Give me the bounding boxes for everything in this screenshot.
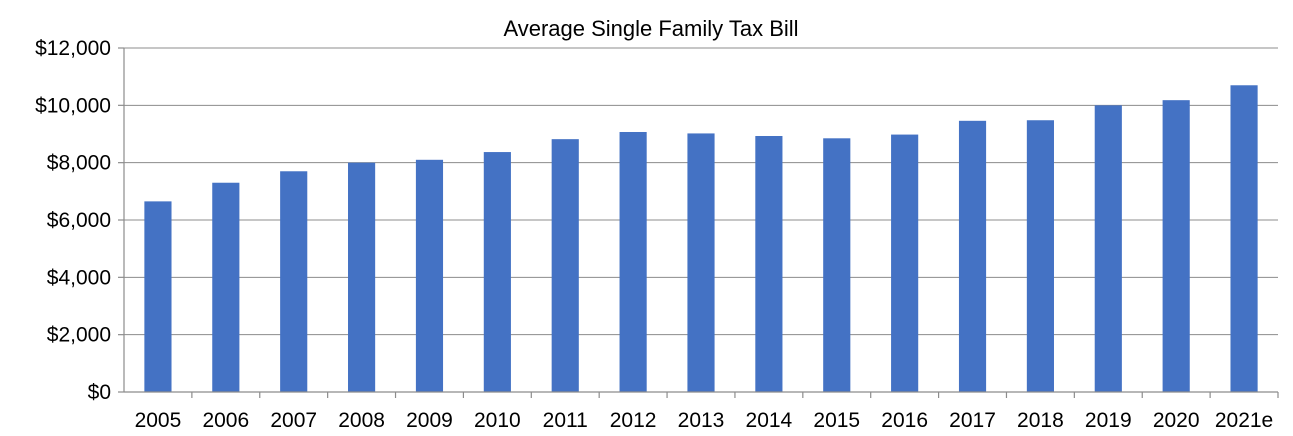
bars xyxy=(144,85,1258,393)
x-tick-label: 2018 xyxy=(1017,409,1064,432)
bar-2009 xyxy=(415,159,444,392)
x-tick-label: 2016 xyxy=(881,409,928,432)
x-tick-label: 2017 xyxy=(949,409,996,432)
x-tick-label: 2010 xyxy=(474,409,521,432)
bar-2008 xyxy=(348,162,376,392)
x-tick-label: 2007 xyxy=(270,409,317,432)
chart-title: Average Single Family Tax Bill xyxy=(503,16,798,41)
bar-2017 xyxy=(958,120,987,393)
x-tick-label: 2008 xyxy=(338,409,385,432)
bar-2011 xyxy=(551,139,579,392)
y-tick-label: $2,000 xyxy=(47,324,111,347)
bar-2005 xyxy=(144,201,172,392)
y-tick-label: $6,000 xyxy=(47,209,111,232)
bar-2010 xyxy=(483,152,511,392)
x-tick-label: 2015 xyxy=(813,409,860,432)
x-tick-label: 2005 xyxy=(135,409,182,432)
x-tick-label: 2012 xyxy=(610,409,657,432)
bar-2013 xyxy=(687,133,715,392)
bar-2006 xyxy=(212,182,240,392)
bar-2014 xyxy=(755,136,783,392)
bar-2019 xyxy=(1094,105,1122,392)
x-tick-label: 2006 xyxy=(202,409,249,432)
bar-2020 xyxy=(1162,100,1190,392)
x-tick-label: 2020 xyxy=(1153,409,1200,432)
bar-2016 xyxy=(891,134,919,392)
bar-2021e xyxy=(1230,85,1258,393)
axes xyxy=(118,47,1279,398)
bar-2018 xyxy=(1026,120,1054,393)
x-tick-label: 2021e xyxy=(1215,409,1273,432)
y-tick-label: $8,000 xyxy=(47,152,111,175)
bar-2015 xyxy=(823,138,851,392)
y-tick-label: $12,000 xyxy=(35,37,111,60)
y-tick-label: $4,000 xyxy=(47,266,111,289)
x-tick-label: 2011 xyxy=(543,409,588,432)
bar-2007 xyxy=(280,171,308,392)
y-tick-label: $10,000 xyxy=(35,94,111,117)
x-tick-label: 2019 xyxy=(1085,409,1132,432)
y-tick-label: $0 xyxy=(88,381,111,404)
bar-2012 xyxy=(619,131,647,392)
x-tick-label: 2009 xyxy=(406,409,453,432)
x-tick-labels: 2005 2006 2007 2008 2009 2010 2011 2012 2013 2014… xyxy=(135,409,1274,432)
x-tick-label: 2013 xyxy=(678,409,725,432)
x-tick-label: 2014 xyxy=(746,409,793,432)
y-tick-labels: $0 $2,000 $4,000 $6,000 $8,000 $10,000 $12,000 xyxy=(35,37,111,404)
